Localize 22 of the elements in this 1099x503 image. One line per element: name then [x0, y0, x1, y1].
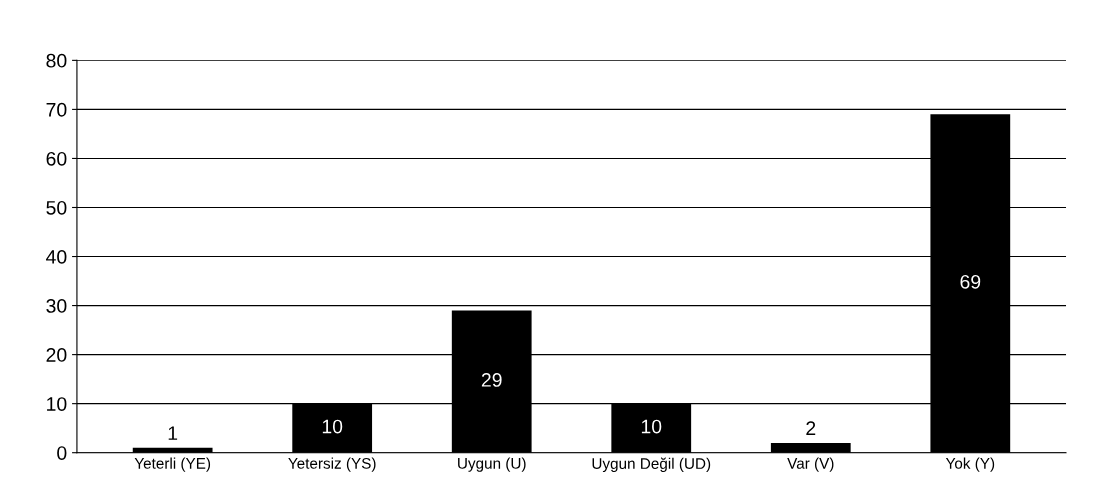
- y-tick-label: 20: [46, 348, 67, 362]
- x-tick-label: Uygun Değil (UD): [592, 457, 711, 472]
- data-label: 29: [481, 373, 502, 387]
- x-tick-label: Yeterli (YE): [134, 457, 211, 472]
- bar: [770, 442, 851, 453]
- data-label: 2: [806, 421, 816, 435]
- data-label: 10: [641, 419, 662, 434]
- data-label: 69: [960, 274, 981, 289]
- y-tick-label: 0: [57, 446, 67, 460]
- y-tick-label: 70: [46, 102, 67, 117]
- y-tick-label: 50: [46, 200, 67, 215]
- y-tick-label: 30: [46, 299, 67, 313]
- x-tick-label: Yetersiz (YS): [288, 457, 376, 472]
- x-tick-label: Uygun (U): [458, 457, 526, 472]
- data-label: 1: [168, 426, 178, 440]
- y-tick-label: 80: [46, 53, 67, 68]
- x-tick-label: Var (V): [787, 457, 834, 472]
- y-tick-label: 40: [46, 250, 67, 264]
- data-label: 10: [322, 419, 343, 434]
- y-tick-label: 60: [46, 151, 67, 166]
- y-tick-label: 10: [47, 397, 67, 411]
- x-tick-label: Yok (Y): [945, 457, 995, 472]
